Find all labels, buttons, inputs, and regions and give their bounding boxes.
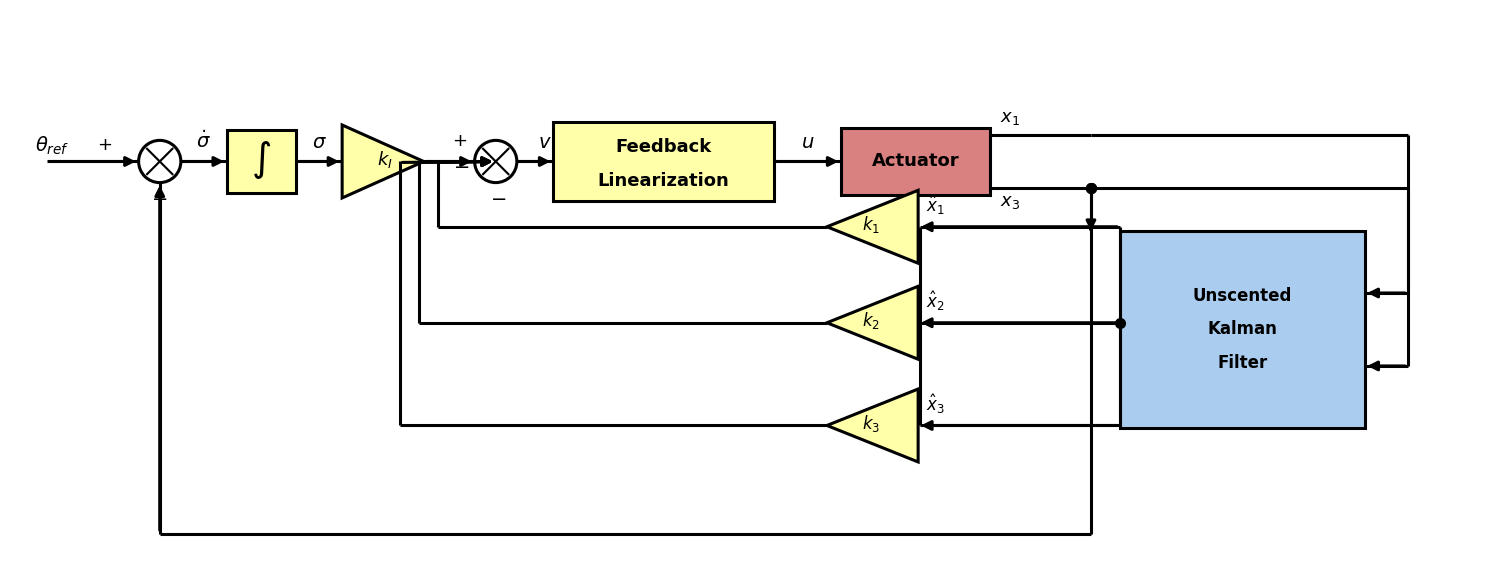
- Text: Actuator: Actuator: [873, 152, 960, 169]
- Polygon shape: [827, 190, 918, 263]
- Text: $-$: $-$: [151, 188, 167, 207]
- Text: $\sigma$: $\sigma$: [312, 134, 327, 152]
- Text: $\hat{x}_2$: $\hat{x}_2$: [925, 289, 945, 313]
- Text: Unscented: Unscented: [1192, 287, 1291, 305]
- Circle shape: [139, 141, 181, 183]
- Text: $k_I$: $k_I$: [377, 149, 392, 170]
- Text: Kalman: Kalman: [1207, 321, 1276, 339]
- Text: $v$: $v$: [538, 134, 552, 152]
- FancyBboxPatch shape: [553, 122, 775, 201]
- Text: $u$: $u$: [802, 134, 814, 152]
- Text: Feedback: Feedback: [616, 138, 711, 156]
- FancyBboxPatch shape: [1120, 231, 1364, 428]
- Text: Filter: Filter: [1218, 354, 1267, 372]
- Text: $\hat{x}_1$: $\hat{x}_1$: [925, 193, 945, 217]
- Text: Linearization: Linearization: [598, 172, 729, 190]
- Text: $k_3$: $k_3$: [862, 413, 880, 434]
- Text: $-$: $-$: [452, 156, 469, 175]
- Text: $\hat{x}_3$: $\hat{x}_3$: [925, 392, 945, 416]
- Text: $x_1$: $x_1$: [999, 109, 1020, 127]
- Polygon shape: [342, 125, 423, 198]
- Text: $\theta_{ref}$: $\theta_{ref}$: [35, 134, 69, 156]
- Polygon shape: [827, 389, 918, 462]
- FancyBboxPatch shape: [228, 130, 295, 193]
- Circle shape: [475, 141, 517, 183]
- Text: $k_2$: $k_2$: [862, 311, 880, 331]
- Text: $k_1$: $k_1$: [862, 214, 880, 236]
- Text: $x_3$: $x_3$: [999, 193, 1020, 211]
- FancyBboxPatch shape: [841, 128, 990, 195]
- Text: $\dot{\sigma}$: $\dot{\sigma}$: [196, 130, 211, 152]
- Text: $+$: $+$: [452, 132, 467, 150]
- Text: $\int$: $\int$: [252, 138, 271, 180]
- Text: $+$: $+$: [98, 136, 113, 154]
- Text: $-$: $-$: [490, 188, 506, 207]
- Polygon shape: [827, 287, 918, 359]
